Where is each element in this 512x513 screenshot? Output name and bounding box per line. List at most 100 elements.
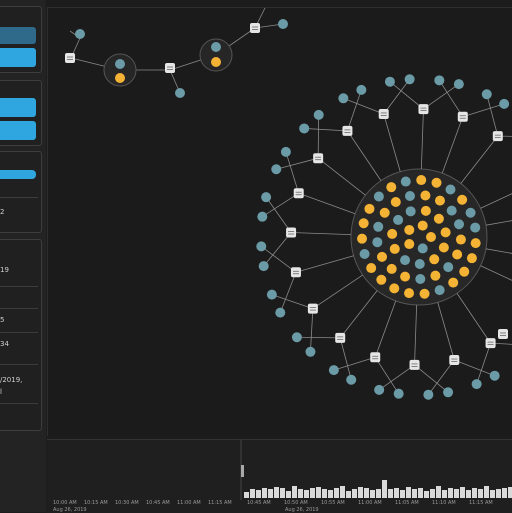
entity-node[interactable] — [386, 263, 397, 274]
link-node[interactable] — [409, 359, 420, 370]
entity-node[interactable] — [470, 238, 481, 249]
entity-node[interactable] — [384, 76, 395, 87]
entity-node[interactable] — [377, 251, 388, 262]
sidebar-button-1[interactable] — [0, 27, 36, 44]
entity-node[interactable] — [299, 123, 310, 134]
entity-node[interactable] — [465, 207, 476, 218]
entity-node[interactable] — [420, 205, 431, 216]
entity-node[interactable] — [481, 89, 492, 100]
entity-node[interactable] — [366, 263, 377, 274]
entity-node[interactable] — [359, 248, 370, 259]
entity-node[interactable] — [346, 374, 357, 385]
sidebar-button-4[interactable] — [0, 121, 36, 140]
entity-node[interactable] — [291, 332, 302, 343]
entity-node[interactable] — [364, 203, 375, 214]
link-node[interactable] — [313, 153, 324, 164]
entity-node[interactable] — [404, 239, 415, 250]
entity-node[interactable] — [328, 365, 339, 376]
entity-node[interactable] — [414, 258, 425, 269]
entity-node[interactable] — [457, 194, 468, 205]
link-node[interactable] — [307, 303, 318, 314]
link-node[interactable] — [370, 352, 381, 363]
entity-node[interactable] — [75, 29, 85, 39]
link-node[interactable] — [449, 355, 460, 366]
timeline-panel[interactable]: 10:00 AM 10:15 AM 10:30 AM 10:45 AM 11:00 AM… — [47, 439, 512, 513]
entity-node[interactable] — [387, 228, 398, 239]
entity-node[interactable] — [470, 222, 481, 233]
entity-node[interactable] — [386, 182, 397, 193]
entity-node[interactable] — [400, 271, 411, 282]
entity-node[interactable] — [489, 370, 500, 381]
link-node[interactable] — [498, 329, 508, 339]
graph-canvas[interactable] — [47, 7, 512, 436]
entity-node[interactable] — [356, 84, 367, 95]
entity-node[interactable] — [393, 214, 404, 225]
entity-node[interactable] — [115, 59, 125, 69]
entity-node[interactable] — [275, 307, 286, 318]
entity-node[interactable] — [453, 79, 464, 90]
entity-node[interactable] — [416, 175, 427, 186]
entity-node[interactable] — [271, 164, 282, 175]
entity-node[interactable] — [419, 288, 430, 299]
entity-node[interactable] — [448, 277, 459, 288]
entity-node[interactable] — [440, 227, 451, 238]
entity-node[interactable] — [417, 220, 428, 231]
entity-node[interactable] — [420, 190, 431, 201]
entity-node[interactable] — [257, 211, 268, 222]
entity-node[interactable] — [434, 285, 445, 296]
entity-node[interactable] — [404, 74, 415, 85]
entity-node[interactable] — [459, 266, 470, 277]
entity-node[interactable] — [446, 205, 457, 216]
entity-node[interactable] — [405, 206, 416, 217]
sidebar-button-3[interactable] — [0, 98, 36, 117]
entity-node[interactable] — [115, 73, 125, 83]
entity-node[interactable] — [373, 221, 384, 232]
entity-node[interactable] — [417, 243, 428, 254]
link-node[interactable] — [457, 111, 468, 122]
sidebar-button-2[interactable] — [0, 48, 36, 67]
entity-node[interactable] — [452, 249, 463, 260]
entity-node[interactable] — [415, 273, 426, 284]
entity-node[interactable] — [434, 195, 445, 206]
entity-node[interactable] — [266, 289, 277, 300]
entity-node[interactable] — [379, 207, 390, 218]
entity-node[interactable] — [426, 232, 436, 242]
entity-node[interactable] — [423, 389, 434, 400]
link-node[interactable] — [165, 63, 175, 73]
entity-node[interactable] — [258, 261, 269, 272]
entity-node[interactable] — [471, 379, 482, 390]
entity-node[interactable] — [313, 109, 324, 120]
entity-node[interactable] — [389, 243, 400, 254]
link-node[interactable] — [378, 108, 389, 119]
timeline-handle[interactable] — [241, 465, 244, 477]
entity-node[interactable] — [438, 242, 449, 253]
entity-node[interactable] — [211, 57, 221, 67]
entity-node[interactable] — [433, 213, 444, 224]
entity-node[interactable] — [357, 233, 368, 244]
entity-node[interactable] — [443, 387, 454, 398]
link-node[interactable] — [65, 53, 75, 63]
entity-node[interactable] — [400, 255, 411, 266]
entity-node[interactable] — [434, 75, 445, 86]
entity-node[interactable] — [404, 224, 415, 235]
entity-node[interactable] — [376, 274, 387, 285]
entity-node[interactable] — [430, 270, 441, 281]
link-node[interactable] — [250, 23, 260, 33]
entity-node[interactable] — [211, 42, 221, 52]
entity-node[interactable] — [358, 218, 369, 229]
entity-node[interactable] — [443, 262, 454, 273]
link-node[interactable] — [492, 131, 503, 142]
entity-node[interactable] — [404, 288, 415, 299]
entity-node[interactable] — [455, 234, 466, 245]
entity-node[interactable] — [338, 93, 349, 104]
link-node[interactable] — [485, 338, 496, 349]
link-node[interactable] — [418, 104, 429, 115]
entity-node[interactable] — [374, 384, 385, 395]
link-node[interactable] — [293, 188, 304, 199]
entity-node[interactable] — [431, 177, 442, 188]
entity-node[interactable] — [466, 253, 477, 264]
entity-node[interactable] — [305, 346, 316, 357]
entity-node[interactable] — [261, 192, 272, 203]
link-node[interactable] — [290, 267, 301, 278]
entity-node[interactable] — [445, 184, 456, 195]
